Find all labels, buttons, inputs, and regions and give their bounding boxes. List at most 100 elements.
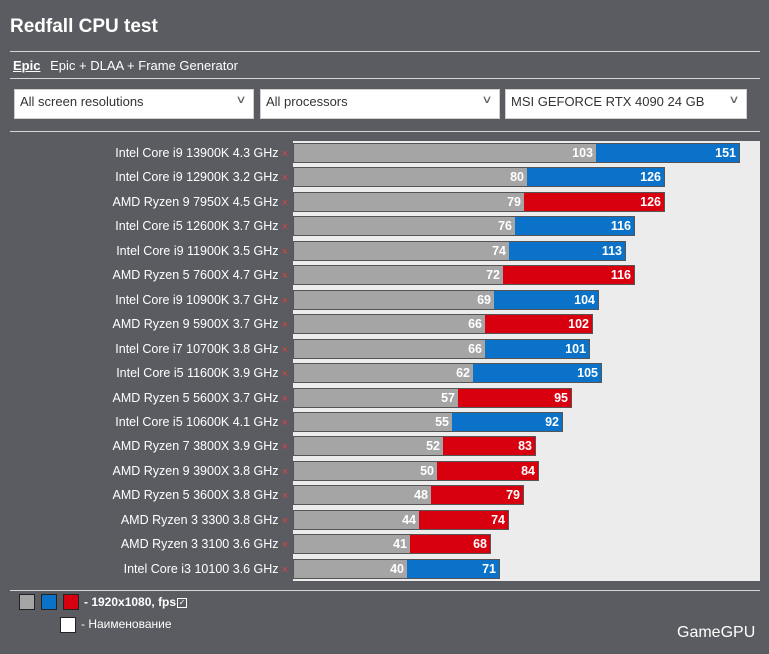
remove-icon[interactable]: × xyxy=(281,343,288,356)
bar-low xyxy=(293,436,443,457)
bar-value-label: 66 xyxy=(468,341,482,356)
bar-low xyxy=(293,216,515,237)
chevron-down-icon: ∨ xyxy=(728,94,740,106)
remove-icon[interactable]: × xyxy=(281,368,288,381)
remove-icon[interactable]: × xyxy=(281,465,288,478)
category-labels: Intel Core i9 13900K 4.3 GHz × Intel Core … xyxy=(0,141,288,581)
remove-icon[interactable]: × xyxy=(281,148,288,160)
chevron-down-icon: ∨ xyxy=(481,94,493,106)
bar-value-label: 79 xyxy=(507,194,521,209)
bar-low xyxy=(293,485,431,506)
bar-value-label: 74 xyxy=(491,512,505,527)
remove-icon[interactable]: × xyxy=(281,221,288,234)
category-label: AMD Ryzen 7 3800X 3.9 GHz × xyxy=(113,434,288,458)
bar-low xyxy=(293,240,509,261)
legend-swatch-low[interactable] xyxy=(19,594,35,610)
brand-logo: GameGPU xyxy=(677,624,756,641)
category-label: AMD Ryzen 9 7950X 4.5 GHz × xyxy=(113,190,288,214)
processor-select[interactable]: All processors ∨ xyxy=(260,89,500,119)
bar-value-label: 72 xyxy=(486,268,500,283)
category-label: Intel Core i7 10700K 3.8 GHz × xyxy=(115,337,288,361)
category-label: AMD Ryzen 9 3900X 3.8 GHz × xyxy=(113,459,288,483)
tab-epic[interactable]: Epic xyxy=(13,58,41,73)
remove-icon[interactable]: × xyxy=(281,270,288,283)
category-label: Intel Core i5 11600K 3.9 GHz × xyxy=(116,361,288,385)
category-label: Intel Core i5 10600K 4.1 GHz × xyxy=(115,410,288,434)
bar-low xyxy=(293,411,452,432)
legend-swatch-name[interactable] xyxy=(60,617,76,633)
gpu-select[interactable]: MSI GEFORCE RTX 4090 24 GB ∨ xyxy=(505,89,747,119)
remove-icon[interactable]: × xyxy=(281,539,288,552)
bar-value-label: 62 xyxy=(456,366,470,381)
page-title: Redfall CPU test xyxy=(10,16,158,37)
remove-icon[interactable]: × xyxy=(281,196,288,209)
category-label-text: Intel Core i5 11600K 3.9 GHz xyxy=(116,366,279,381)
legend-swatch-intel[interactable] xyxy=(41,594,57,610)
remove-icon[interactable]: × xyxy=(281,172,288,185)
resolution-select[interactable]: All screen resolutions ∨ xyxy=(14,89,254,119)
category-label-text: Intel Core i9 12900K 3.2 GHz xyxy=(115,170,279,185)
category-label-text: Intel Core i9 10900K 3.7 GHz xyxy=(115,292,279,307)
bar-low xyxy=(293,314,485,335)
bar-low xyxy=(293,534,410,555)
category-label-text: AMD Ryzen 9 5900X 3.7 GHz xyxy=(112,317,279,332)
category-label-text: AMD Ryzen 9 3900X 3.8 GHz xyxy=(112,463,279,478)
category-label: Intel Core i3 10100 3.6 GHz × xyxy=(124,557,288,581)
processor-select-value: All processors xyxy=(266,94,348,109)
bar-low xyxy=(293,167,527,188)
divider xyxy=(10,590,760,591)
remove-icon[interactable]: × xyxy=(281,514,288,527)
remove-icon[interactable]: × xyxy=(281,245,288,258)
remove-icon[interactable]: × xyxy=(281,319,288,332)
bar-value-label: 52 xyxy=(426,439,440,454)
legend-label: - Наименование xyxy=(81,617,172,631)
bar-value-label: 113 xyxy=(601,243,622,258)
remove-icon[interactable]: × xyxy=(281,392,288,405)
bar-value-label: 55 xyxy=(435,414,449,429)
bar-value-label: 105 xyxy=(577,366,598,381)
bar-low xyxy=(293,289,494,310)
bar-low xyxy=(293,363,473,384)
remove-icon[interactable]: × xyxy=(281,416,288,429)
bar-value-label: 126 xyxy=(640,194,661,209)
bar-value-label: 69 xyxy=(477,292,491,307)
category-label: Intel Core i9 12900K 3.2 GHz × xyxy=(115,165,288,189)
category-label: Intel Core i9 11900K 3.5 GHz × xyxy=(116,239,288,263)
bar-value-label: 74 xyxy=(492,243,506,258)
category-label-text: Intel Core i3 10100 3.6 GHz xyxy=(123,561,279,576)
gpu-select-value: MSI GEFORCE RTX 4090 24 GB xyxy=(511,94,705,109)
remove-icon[interactable]: × xyxy=(281,441,288,454)
category-label-text: AMD Ryzen 3 3100 3.6 GHz xyxy=(120,537,279,552)
bar-value-label: 92 xyxy=(545,414,559,429)
bar-value-label: 103 xyxy=(572,146,593,160)
category-label-text: AMD Ryzen 5 3600X 3.8 GHz xyxy=(112,488,279,503)
bar-low xyxy=(293,191,524,212)
bar-value-label: 95 xyxy=(554,390,568,405)
plot-area: 151 103 126 80 126 79 116 76 113 74 116 72 104 69 102 6… xyxy=(293,141,760,581)
bar-value-label: 126 xyxy=(640,170,661,185)
bar-value-label: 83 xyxy=(518,439,532,454)
tab-epic-dlaa-frame-generator[interactable]: Epic + DLAA + Frame Generator xyxy=(50,58,238,73)
category-label-text: Intel Core i9 11900K 3.5 GHz xyxy=(116,243,279,258)
category-label-text: Intel Core i5 12600K 3.7 GHz xyxy=(115,219,279,234)
bar-value-label: 71 xyxy=(482,561,496,576)
category-label-text: AMD Ryzen 5 7600X 4.7 GHz xyxy=(112,268,279,283)
bar-value-label: 66 xyxy=(468,317,482,332)
category-label: AMD Ryzen 3 3100 3.6 GHz × xyxy=(121,532,288,556)
category-label: Intel Core i9 13900K 4.3 GHz × xyxy=(115,141,288,165)
chevron-down-icon: ∨ xyxy=(235,94,247,106)
category-label: AMD Ryzen 3 3300 3.8 GHz × xyxy=(121,508,288,532)
category-label: AMD Ryzen 5 7600X 4.7 GHz × xyxy=(113,263,288,287)
checkbox-icon[interactable]: ✓ xyxy=(177,597,188,608)
bar-value-label: 116 xyxy=(610,268,631,283)
remove-icon[interactable]: × xyxy=(281,294,288,307)
legend-swatch-amd[interactable] xyxy=(63,594,79,610)
remove-icon[interactable]: × xyxy=(281,490,288,503)
category-label-text: AMD Ryzen 3 3300 3.8 GHz xyxy=(120,512,279,527)
bar-value-label: 48 xyxy=(414,488,428,503)
bar-low xyxy=(293,265,503,286)
remove-icon[interactable]: × xyxy=(281,563,288,576)
bar-value-label: 68 xyxy=(473,537,487,552)
legend-label: - 1920x1080, fps xyxy=(84,595,177,609)
